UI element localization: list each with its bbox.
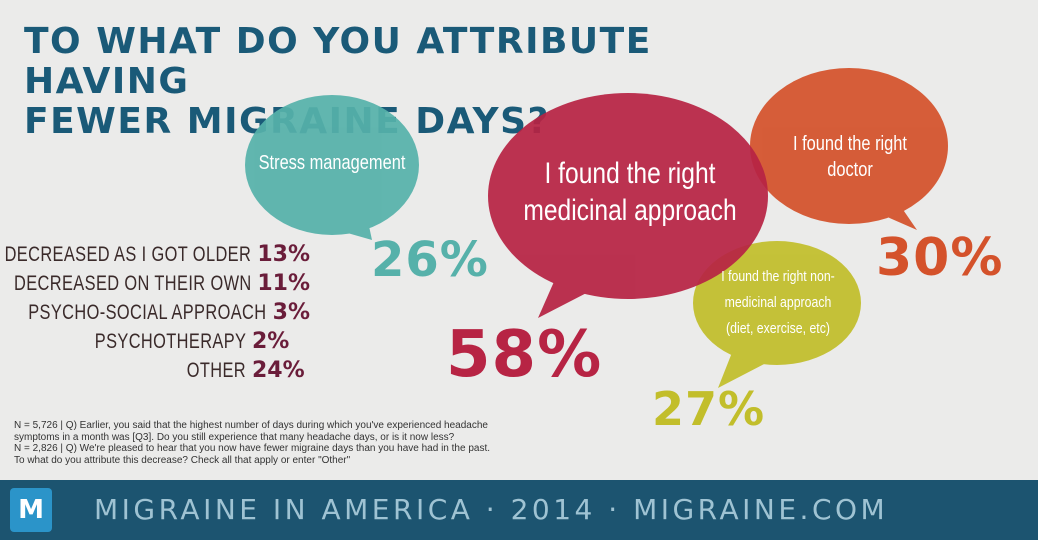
other-responses-list: DECREASED AS I GOT OLDER 13% DECREASED O… xyxy=(5,240,310,385)
bubble-value-doctor: 30% xyxy=(876,228,1004,288)
other-label-psychotherapy: PSYCHOTHERAPY xyxy=(94,329,246,353)
other-label-psychosocial: PSYCHO-SOCIAL APPROACH xyxy=(28,300,267,324)
other-label-other: OTHER xyxy=(186,358,246,382)
bubble-label-medicinal-line-2: medicinal approach xyxy=(523,194,737,227)
bubble-value-medicinal: 58% xyxy=(446,318,603,392)
bubble-medicinal xyxy=(488,93,768,318)
other-item-other: OTHER 24% xyxy=(20,356,310,385)
bubble-shape-stress xyxy=(245,95,419,235)
other-item-psychotherapy: PSYCHOTHERAPY 2% xyxy=(20,327,310,356)
bubble-label-nonmedicinal-line-3: (diet, exercise, etc) xyxy=(726,320,830,337)
chart-title: TO WHAT DO YOU ATTRIBUTE HAVING FEWER MI… xyxy=(24,22,824,142)
bubble-label-nonmedicinal-line-2: medicinal approach xyxy=(724,294,832,311)
footer-text[interactable]: MIGRAINE IN AMERICA · 2014 · MIGRAINE.CO… xyxy=(94,493,889,526)
bubble-nonmedicinal xyxy=(693,241,861,388)
footnote-line-4: To what do you attribute this decrease? … xyxy=(14,454,351,466)
bubble-value-stress: 26% xyxy=(371,232,489,288)
footnote-line-2: symptoms in a month was [Q3]. Do you sti… xyxy=(14,431,455,443)
bubble-label-medicinal-line-1: I found the right xyxy=(544,157,716,190)
bubble-label-doctor: I found the right doctor xyxy=(768,131,932,183)
bubble-shape-nonmedicinal xyxy=(693,241,861,365)
bubble-value-nonmedicinal: 27% xyxy=(652,382,766,436)
bubble-label-stress-line-1: Stress management xyxy=(258,152,406,174)
other-value-own: 11% xyxy=(257,271,310,296)
footnote-line-1: N = 5,726 | Q) Earlier, you said that th… xyxy=(14,420,488,431)
other-label-older: DECREASED AS I GOT OLDER xyxy=(4,242,252,266)
bubble-label-stress: Stress management xyxy=(248,150,415,176)
bubble-stress xyxy=(245,95,419,240)
bubble-label-nonmedicinal-line-1: I found the right non- xyxy=(721,268,835,285)
other-label-own: DECREASED ON THEIR OWN xyxy=(13,271,252,295)
other-value-older: 13% xyxy=(257,242,310,267)
title-line-1: TO WHAT DO YOU ATTRIBUTE HAVING xyxy=(24,21,652,102)
bubble-shape-doctor xyxy=(750,68,948,224)
other-item-psychosocial: PSYCHO-SOCIAL APPROACH 3% xyxy=(20,298,310,327)
bubble-doctor xyxy=(750,68,948,230)
bubble-label-nonmedicinal: I found the right non-medicinal approach… xyxy=(704,264,852,342)
bubble-label-doctor-line-1: I found the right doctor xyxy=(793,133,907,181)
bubble-shape-medicinal xyxy=(488,93,768,299)
other-value-psychotherapy: 2% xyxy=(252,329,290,354)
footnote-line-3: N = 2,826 | Q) We're pleased to hear tha… xyxy=(14,443,490,454)
survey-footnote: N = 5,726 | Q) Earlier, you said that th… xyxy=(14,420,654,466)
bubble-tail-nonmedicinal xyxy=(718,345,766,388)
other-item-own: DECREASED ON THEIR OWN 11% xyxy=(14,269,310,298)
other-item-older: DECREASED AS I GOT OLDER 13% xyxy=(5,240,310,269)
bubble-label-medicinal: I found the right medicinal approach xyxy=(517,155,743,229)
footer-banner: M MIGRAINE IN AMERICA · 2014 · MIGRAINE.… xyxy=(0,480,1038,540)
migraine-logo-icon[interactable]: M xyxy=(10,488,52,532)
other-value-psychosocial: 3% xyxy=(272,300,310,325)
other-value-other: 24% xyxy=(252,358,305,383)
